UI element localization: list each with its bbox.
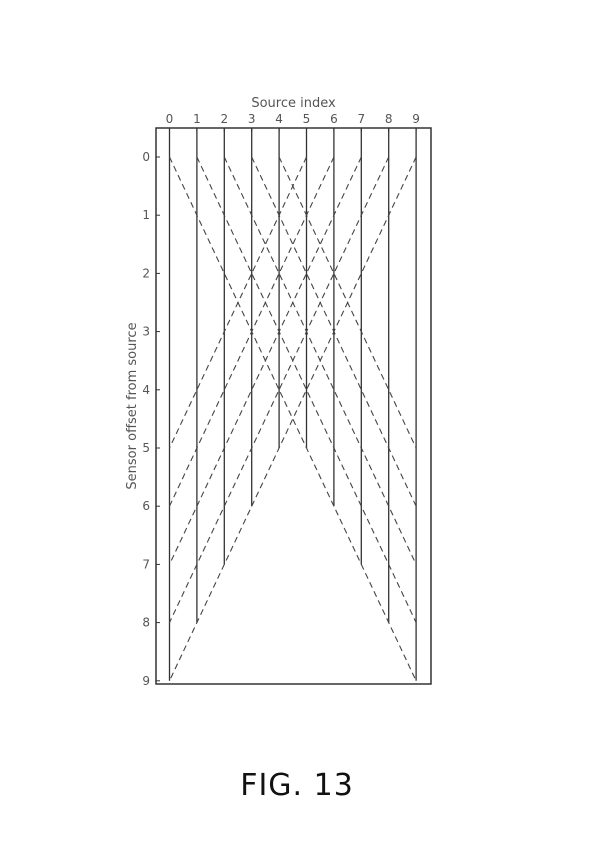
x-tick-label: 1 [193, 112, 201, 126]
y-tick-label: 9 [142, 674, 150, 688]
y-tick-label: 4 [142, 383, 150, 397]
x-tick-label: 9 [412, 112, 420, 126]
y-axis-title: Sensor offset from source [125, 322, 140, 489]
x-axis-ticks: 0 1 2 3 4 5 6 7 8 9 [166, 112, 420, 132]
plot-area [170, 128, 417, 681]
y-tick-label: 5 [142, 441, 150, 455]
y-tick-label: 1 [142, 208, 150, 222]
y-tick-label: 8 [142, 616, 150, 630]
y-tick-label: 2 [142, 266, 150, 280]
y-axis-ticks: 0 1 2 3 4 5 6 7 8 9 [142, 150, 160, 688]
x-tick-label: 6 [330, 112, 338, 126]
y-tick-label: 7 [142, 557, 150, 571]
x-tick-label: 8 [385, 112, 393, 126]
figure-caption: FIG. 13 [0, 768, 594, 803]
x-tick-label: 0 [166, 112, 174, 126]
x-tick-label: 3 [248, 112, 256, 126]
y-tick-label: 0 [142, 150, 150, 164]
x-tick-label: 5 [303, 112, 311, 126]
x-tick-label: 2 [220, 112, 228, 126]
x-tick-label: 4 [275, 112, 283, 126]
x-axis-title: Source index [251, 96, 336, 111]
y-tick-label: 3 [142, 325, 150, 339]
y-tick-label: 6 [142, 499, 150, 513]
x-tick-label: 7 [357, 112, 365, 126]
